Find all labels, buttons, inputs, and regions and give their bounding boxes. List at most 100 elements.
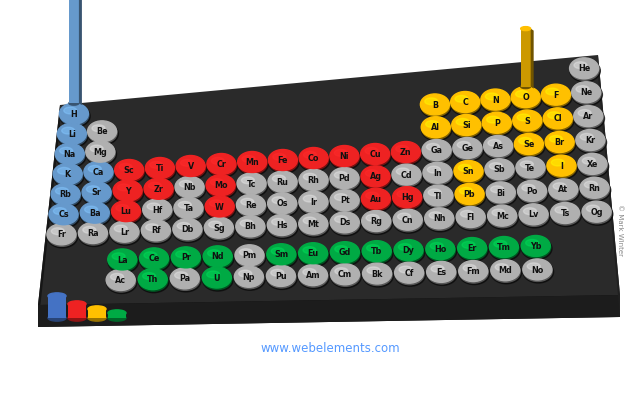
- Ellipse shape: [330, 242, 360, 263]
- Text: Y: Y: [125, 187, 131, 196]
- Ellipse shape: [453, 140, 484, 162]
- Ellipse shape: [362, 167, 390, 188]
- Ellipse shape: [460, 188, 472, 194]
- Ellipse shape: [481, 89, 510, 110]
- Text: Ra: Ra: [87, 229, 99, 238]
- Ellipse shape: [79, 224, 109, 246]
- Ellipse shape: [553, 183, 566, 190]
- Ellipse shape: [394, 211, 422, 232]
- Ellipse shape: [580, 179, 609, 200]
- Ellipse shape: [47, 224, 76, 245]
- Ellipse shape: [239, 249, 252, 256]
- Text: Rb: Rb: [60, 190, 72, 199]
- Ellipse shape: [331, 244, 361, 266]
- Ellipse shape: [330, 147, 360, 168]
- Ellipse shape: [427, 263, 458, 285]
- Ellipse shape: [146, 224, 159, 230]
- Ellipse shape: [60, 147, 73, 154]
- Ellipse shape: [268, 216, 297, 237]
- Ellipse shape: [115, 162, 145, 184]
- Ellipse shape: [420, 94, 449, 115]
- Ellipse shape: [458, 164, 471, 171]
- Ellipse shape: [239, 270, 252, 277]
- Ellipse shape: [363, 265, 394, 287]
- Text: Os: Os: [276, 200, 288, 208]
- Ellipse shape: [424, 164, 452, 185]
- Ellipse shape: [204, 217, 234, 238]
- Ellipse shape: [112, 253, 125, 260]
- Text: Bi: Bi: [497, 188, 505, 198]
- Ellipse shape: [207, 250, 221, 256]
- Ellipse shape: [81, 204, 111, 226]
- Ellipse shape: [393, 188, 423, 211]
- Ellipse shape: [331, 243, 360, 264]
- Ellipse shape: [49, 205, 79, 226]
- Ellipse shape: [107, 271, 136, 292]
- Ellipse shape: [47, 225, 76, 246]
- Ellipse shape: [363, 242, 392, 263]
- Ellipse shape: [88, 122, 117, 143]
- Ellipse shape: [519, 204, 548, 225]
- Text: Re: Re: [245, 201, 257, 210]
- Ellipse shape: [84, 164, 115, 186]
- Ellipse shape: [273, 154, 286, 160]
- Polygon shape: [521, 29, 531, 87]
- Ellipse shape: [139, 270, 168, 291]
- Text: Bk: Bk: [371, 270, 383, 278]
- Ellipse shape: [361, 168, 392, 190]
- Ellipse shape: [490, 236, 518, 258]
- Text: Na: Na: [63, 150, 76, 159]
- Ellipse shape: [330, 214, 361, 236]
- Ellipse shape: [269, 173, 298, 194]
- Ellipse shape: [453, 139, 483, 160]
- Ellipse shape: [143, 200, 172, 222]
- Ellipse shape: [515, 90, 529, 97]
- Ellipse shape: [60, 105, 90, 127]
- Ellipse shape: [82, 182, 111, 203]
- Ellipse shape: [394, 241, 424, 262]
- Ellipse shape: [299, 148, 328, 168]
- Ellipse shape: [462, 242, 475, 248]
- Ellipse shape: [427, 261, 456, 282]
- Text: V: V: [188, 162, 194, 171]
- Ellipse shape: [68, 301, 86, 307]
- Ellipse shape: [268, 193, 297, 214]
- Ellipse shape: [115, 160, 143, 180]
- Ellipse shape: [394, 240, 423, 261]
- Ellipse shape: [360, 144, 390, 164]
- Ellipse shape: [362, 243, 393, 265]
- Ellipse shape: [547, 157, 578, 179]
- Ellipse shape: [421, 117, 451, 138]
- Ellipse shape: [144, 252, 157, 259]
- Polygon shape: [38, 77, 620, 327]
- Ellipse shape: [335, 194, 348, 200]
- Ellipse shape: [396, 168, 410, 175]
- Ellipse shape: [491, 186, 504, 193]
- Ellipse shape: [548, 179, 578, 200]
- Ellipse shape: [173, 220, 202, 241]
- Text: Co: Co: [308, 154, 319, 163]
- Ellipse shape: [518, 182, 548, 204]
- Ellipse shape: [60, 103, 88, 124]
- Ellipse shape: [115, 161, 144, 182]
- Ellipse shape: [397, 213, 411, 220]
- Ellipse shape: [365, 170, 378, 176]
- Text: Ds: Ds: [339, 218, 351, 228]
- Ellipse shape: [145, 158, 175, 178]
- Text: Sc: Sc: [124, 166, 134, 175]
- Ellipse shape: [172, 248, 201, 269]
- Ellipse shape: [548, 112, 561, 118]
- Ellipse shape: [451, 93, 480, 114]
- Ellipse shape: [111, 274, 124, 280]
- Ellipse shape: [83, 183, 111, 204]
- Ellipse shape: [481, 90, 511, 112]
- Text: Nb: Nb: [183, 183, 196, 192]
- Ellipse shape: [299, 243, 328, 264]
- Ellipse shape: [269, 152, 299, 174]
- Ellipse shape: [362, 190, 391, 211]
- Ellipse shape: [81, 204, 109, 225]
- Ellipse shape: [108, 250, 137, 272]
- Ellipse shape: [457, 142, 470, 148]
- Ellipse shape: [267, 246, 298, 268]
- Text: Am: Am: [306, 271, 320, 280]
